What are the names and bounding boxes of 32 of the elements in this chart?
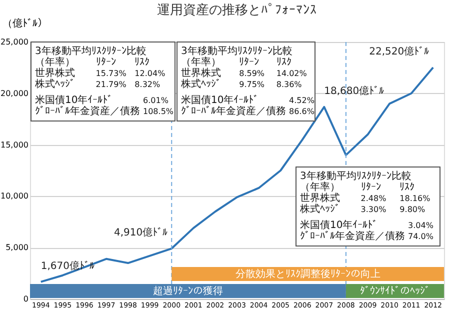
- annotation: 3年移動平均ﾘｽｸﾘﾀｰﾝ比較: [35, 45, 146, 57]
- y-tick-label: 10,000: [0, 192, 28, 201]
- data-label: 22,520億ﾄﾞﾙ: [369, 45, 430, 58]
- text: （年率） ﾘﾀｰﾝ ﾘｽｸ: [35, 57, 150, 68]
- y-tick-label: 20,000: [0, 88, 28, 98]
- chart-title: 運用資産の推移とﾊﾟﾌｫｰﾏﾝｽ: [157, 2, 317, 18]
- y-tick-label: 15,000: [0, 140, 28, 150]
- text: 株式ﾍｯｼﾞ 21.79% 8.32%: [35, 79, 160, 90]
- text: 株式ﾍｯｼﾞ 9.75% 8.36%: [181, 79, 302, 90]
- annotation: 3年移動平均ﾘｽｸﾘﾀｰﾝ比較: [300, 170, 412, 182]
- text: 世界株式 8.59% 14.02%: [181, 68, 307, 79]
- text: 世界株式 15.73% 12.04%: [35, 68, 166, 79]
- text: 米国債10年ｲｰﾙﾄﾞ 4.52%: [181, 95, 314, 106]
- y-tick-label: 25,000: [0, 38, 28, 46]
- y-tick-label: 0: [23, 294, 28, 304]
- annotation: 3年移動平均ﾘｽｸﾘﾀｰﾝ比較: [181, 45, 292, 57]
- text: 米国債10年ｲｰﾙﾄﾞ 6.01%: [35, 95, 168, 106]
- data-label: 18,680億ﾄﾞﾙ: [324, 84, 384, 97]
- text: 米国債10年ｲｰﾙﾄﾞ 3.04%: [300, 220, 434, 231]
- text: 株式ﾍｯｼﾞ 3.30% 9.80%: [300, 204, 426, 215]
- band-label: 分散効果とﾘｽｸ調整後ﾘﾀｰﾝの向上: [235, 268, 380, 280]
- band-label: 超過ﾘﾀｰﾝの獲得: [152, 285, 223, 297]
- data-label: 4,910億ﾄﾞﾙ: [114, 226, 168, 239]
- text: （年率） ﾘﾀｰﾝ ﾘｽｸ: [181, 57, 292, 68]
- annotation: ｸﾞﾛｰﾊﾞﾙ年金資産／債務 74.0%: [300, 230, 434, 242]
- y-axis-title: （億ﾄﾞﾙ）: [2, 18, 48, 30]
- band-label: ﾀﾞｳﾝｻｲﾄﾞのﾍｯｼﾞ: [360, 285, 430, 297]
- y-tick-label: 5,000: [6, 243, 28, 252]
- annotation: ｸﾞﾛｰﾊﾞﾙ年金資産／債務 108.5%: [35, 105, 174, 117]
- text: （年率） ﾘﾀｰﾝ ﾘｽｸ: [300, 182, 415, 193]
- text: 世界株式 2.48% 18.16%: [300, 193, 430, 204]
- annotation: ｸﾞﾛｰﾊﾞﾙ年金資産／債務 86.6%: [181, 105, 315, 117]
